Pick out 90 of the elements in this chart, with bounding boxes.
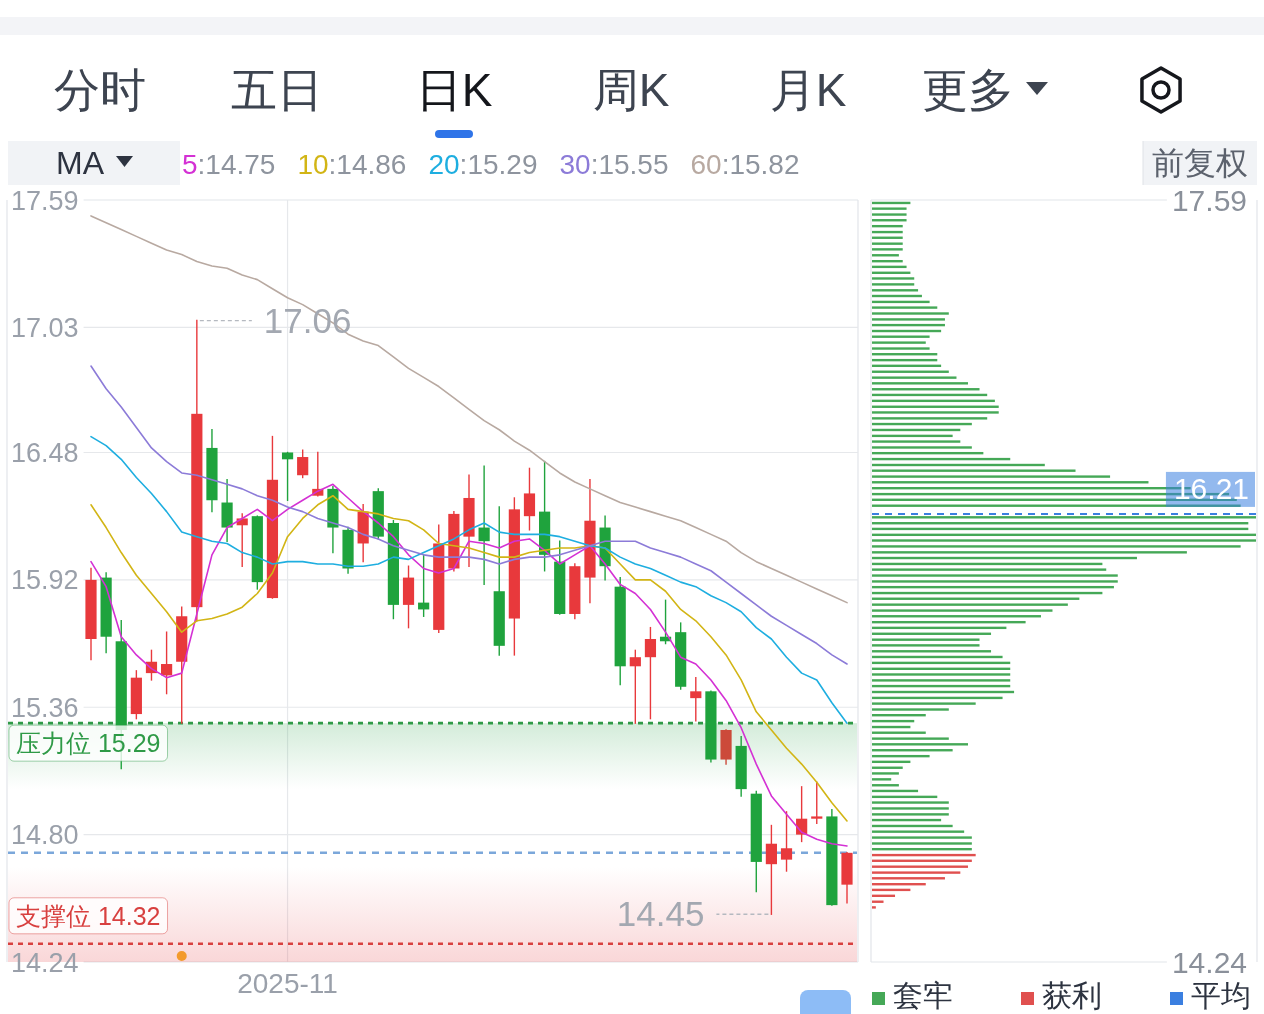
legend-label: 套牢 — [893, 979, 953, 1012]
bar — [872, 306, 938, 309]
bar — [872, 813, 949, 816]
bar — [872, 568, 1107, 571]
bar — [872, 312, 949, 315]
bar — [872, 644, 980, 647]
candlestick — [297, 449, 309, 479]
line-series — [90, 365, 848, 665]
text: 分时 — [54, 64, 146, 116]
text: 20:15.29 — [428, 149, 538, 180]
y-tick-label: 17.59 — [1171, 183, 1247, 217]
bar — [872, 277, 915, 280]
bar — [872, 382, 968, 385]
bar — [872, 475, 1111, 478]
bar — [872, 743, 968, 746]
text: 五日 — [231, 64, 323, 116]
bar — [872, 440, 961, 443]
bar — [872, 574, 1118, 577]
bar — [872, 737, 949, 740]
y-tick-label: 15.92 — [11, 565, 79, 596]
candlestick — [811, 781, 823, 824]
bar — [872, 207, 907, 210]
candlestick — [644, 626, 657, 720]
ref-line-label: 支撑位 14.32 — [16, 901, 161, 930]
bar — [872, 417, 988, 420]
bar — [872, 830, 965, 833]
bar — [872, 638, 980, 641]
bar — [872, 242, 903, 245]
bar — [872, 801, 949, 804]
text: 周K — [592, 64, 670, 116]
bar — [872, 213, 907, 216]
bar — [872, 545, 1241, 548]
bar — [872, 778, 892, 781]
y-tick-label: 17.59 — [11, 185, 79, 216]
bar — [872, 871, 961, 874]
text: 5:14.75 — [182, 149, 276, 180]
bar — [872, 772, 899, 775]
y-tick-label: 16.48 — [11, 437, 79, 468]
bar — [872, 865, 968, 868]
candlestick — [765, 824, 777, 915]
bar — [872, 702, 976, 705]
bar — [872, 446, 972, 449]
bar — [872, 551, 1187, 554]
bar — [872, 842, 972, 845]
text: 更多 — [922, 64, 1014, 116]
text: 日K — [415, 64, 493, 116]
ref-line-label: 压力位 15.29 — [16, 729, 161, 758]
bar — [872, 708, 949, 711]
bar — [872, 283, 915, 286]
y-tick-label: 14.24 — [11, 947, 79, 978]
x-tick-label: 2025-11 — [237, 968, 338, 999]
bar — [872, 469, 1076, 472]
y-tick-label: 14.24 — [1171, 945, 1247, 979]
candlestick — [281, 451, 294, 501]
candlestick — [523, 467, 536, 531]
bar — [872, 347, 930, 350]
bar — [872, 836, 972, 839]
bar — [872, 673, 1011, 676]
bar — [872, 807, 949, 810]
y-tick-label: 17.03 — [11, 312, 79, 343]
legend-label: 获利 — [1042, 979, 1102, 1012]
bar — [872, 539, 1256, 542]
text: 月K — [769, 64, 847, 116]
candlestick — [478, 465, 490, 586]
bar — [872, 318, 945, 321]
text: 60:15.82 — [690, 149, 800, 180]
bar — [872, 906, 876, 909]
bar — [872, 248, 903, 251]
bar — [872, 679, 1011, 682]
candlestick — [161, 631, 173, 695]
legend-title: MA — [56, 145, 105, 181]
bar — [872, 603, 1068, 606]
bar — [872, 516, 1256, 519]
text: 10:14.86 — [297, 149, 407, 180]
bar — [872, 341, 926, 344]
bar — [872, 411, 999, 414]
text: 30:15.55 — [559, 149, 669, 180]
bar — [872, 609, 1053, 612]
annotation: 14.45 — [616, 894, 705, 934]
bar — [872, 580, 1118, 583]
candlestick — [629, 649, 641, 724]
line-series — [90, 435, 848, 724]
legend-label: 平均 — [1191, 979, 1251, 1012]
y-tick-label: 15.36 — [11, 692, 79, 723]
text: 前复权 — [1152, 145, 1248, 181]
line-series — [90, 215, 848, 604]
candlestick — [780, 811, 793, 872]
candlestick — [690, 676, 702, 722]
bar — [872, 376, 957, 379]
y-tick-label: 14.80 — [11, 820, 79, 851]
